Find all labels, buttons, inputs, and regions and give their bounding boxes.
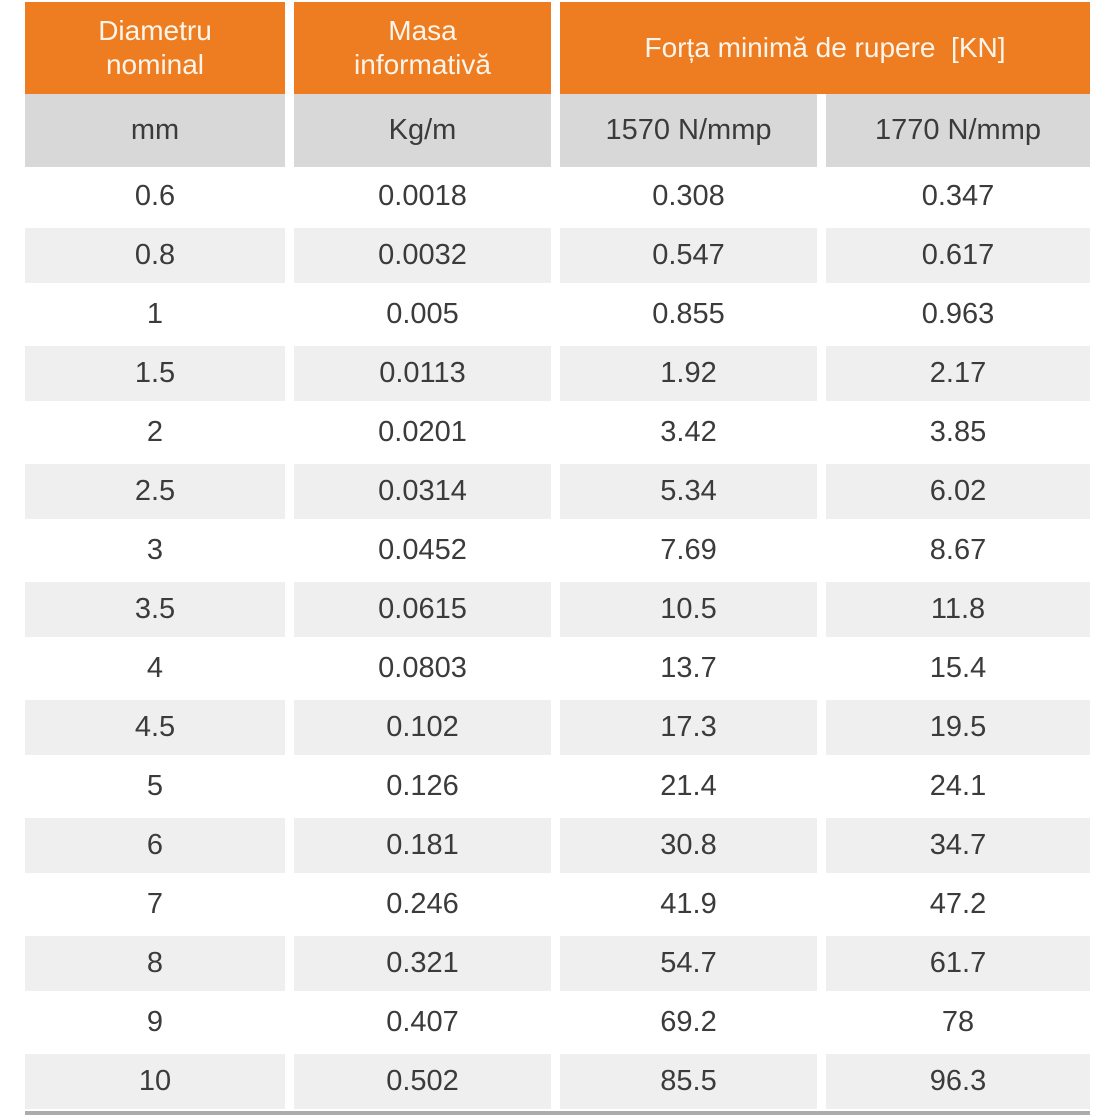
data-cell: 8.67	[826, 521, 1090, 580]
data-cell: 0.102	[294, 698, 551, 757]
data-cell: 3.85	[826, 403, 1090, 462]
table-unit-row: mm Kg/m 1570 N/mmp 1770 N/mmp	[25, 94, 1116, 167]
header-cell-forta-minima: Forța minimă de rupere [KN]	[560, 2, 1090, 94]
unit-cell-1570-n-mmp: 1570 N/mmp	[560, 94, 817, 167]
data-cell: 4.5	[25, 698, 285, 757]
data-cell: 10.5	[560, 580, 817, 639]
table-row: 4 0.0803 13.7 15.4	[25, 639, 1116, 698]
data-cell: 0.407	[294, 993, 551, 1052]
data-cell: 0.0201	[294, 403, 551, 462]
data-cell: 8	[25, 934, 285, 993]
table-row: 3.5 0.0615 10.5 11.8	[25, 580, 1116, 639]
data-cell: 6	[25, 816, 285, 875]
table-row: 0.8 0.0032 0.547 0.617	[25, 226, 1116, 285]
data-cell: 0.0018	[294, 167, 551, 226]
unit-cell-kg-per-m: Kg/m	[294, 94, 551, 167]
data-cell: 0.005	[294, 285, 551, 344]
table-bottom-edge	[25, 1111, 1090, 1115]
data-cell: 10	[25, 1052, 285, 1111]
data-cell: 0.855	[560, 285, 817, 344]
data-cell: 0.0113	[294, 344, 551, 403]
data-cell: 69.2	[560, 993, 817, 1052]
data-cell: 15.4	[826, 639, 1090, 698]
data-cell: 7	[25, 875, 285, 934]
header-cell-diametru-nominal: Diametru nominal	[25, 2, 285, 94]
data-cell: 47.2	[826, 875, 1090, 934]
data-cell: 0.547	[560, 226, 817, 285]
table-row: 0.6 0.0018 0.308 0.347	[25, 167, 1116, 226]
data-cell: 19.5	[826, 698, 1090, 757]
data-cell: 0.963	[826, 285, 1090, 344]
table-row: 2.5 0.0314 5.34 6.02	[25, 462, 1116, 521]
table-row: 9 0.407 69.2 78	[25, 993, 1116, 1052]
table-row: 2 0.0201 3.42 3.85	[25, 403, 1116, 462]
data-cell: 0.126	[294, 757, 551, 816]
data-cell: 0.0452	[294, 521, 551, 580]
data-cell: 5	[25, 757, 285, 816]
data-cell: 1.5	[25, 344, 285, 403]
data-cell: 0.8	[25, 226, 285, 285]
table-row: 6 0.181 30.8 34.7	[25, 816, 1116, 875]
data-cell: 30.8	[560, 816, 817, 875]
data-cell: 41.9	[560, 875, 817, 934]
data-cell: 0.502	[294, 1052, 551, 1111]
table-row: 1.5 0.0113 1.92 2.17	[25, 344, 1116, 403]
data-cell: 9	[25, 993, 285, 1052]
data-cell: 3.5	[25, 580, 285, 639]
data-cell: 54.7	[560, 934, 817, 993]
unit-cell-mm: mm	[25, 94, 285, 167]
data-cell: 0.308	[560, 167, 817, 226]
data-cell: 0.617	[826, 226, 1090, 285]
table-row: 1 0.005 0.855 0.963	[25, 285, 1116, 344]
data-cell: 0.321	[294, 934, 551, 993]
table-row: 8 0.321 54.7 61.7	[25, 934, 1116, 993]
table-row: 7 0.246 41.9 47.2	[25, 875, 1116, 934]
data-cell: 2	[25, 403, 285, 462]
data-cell: 4	[25, 639, 285, 698]
data-cell: 21.4	[560, 757, 817, 816]
table-row: 10 0.502 85.5 96.3	[25, 1052, 1116, 1111]
data-cell: 5.34	[560, 462, 817, 521]
data-cell: 0.0032	[294, 226, 551, 285]
data-cell: 0.347	[826, 167, 1090, 226]
data-cell: 0.6	[25, 167, 285, 226]
data-cell: 3.42	[560, 403, 817, 462]
data-cell: 2.17	[826, 344, 1090, 403]
data-cell: 0.181	[294, 816, 551, 875]
data-cell: 0.0314	[294, 462, 551, 521]
table-header-row: Diametru nominal Masa informativă Forța …	[25, 2, 1116, 94]
data-cell: 34.7	[826, 816, 1090, 875]
data-cell: 0.0615	[294, 580, 551, 639]
header-cell-masa-informativa: Masa informativă	[294, 2, 551, 94]
data-cell: 0.0803	[294, 639, 551, 698]
data-cell: 78	[826, 993, 1090, 1052]
data-cell: 13.7	[560, 639, 817, 698]
data-cell: 17.3	[560, 698, 817, 757]
data-cell: 7.69	[560, 521, 817, 580]
data-cell: 61.7	[826, 934, 1090, 993]
table-body: 0.6 0.0018 0.308 0.347 0.8 0.0032 0.547 0.617 1 0…	[25, 167, 1116, 1111]
data-cell: 2.5	[25, 462, 285, 521]
unit-cell-1770-n-mmp: 1770 N/mmp	[826, 94, 1090, 167]
data-cell: 11.8	[826, 580, 1090, 639]
data-cell: 24.1	[826, 757, 1090, 816]
data-cell: 6.02	[826, 462, 1090, 521]
table-row: 3 0.0452 7.69 8.67	[25, 521, 1116, 580]
data-cell: 0.246	[294, 875, 551, 934]
table-row: 5 0.126 21.4 24.1	[25, 757, 1116, 816]
data-cell: 1	[25, 285, 285, 344]
data-cell: 96.3	[826, 1052, 1090, 1111]
table-row: 4.5 0.102 17.3 19.5	[25, 698, 1116, 757]
data-cell: 85.5	[560, 1052, 817, 1111]
data-cell: 3	[25, 521, 285, 580]
data-cell: 1.92	[560, 344, 817, 403]
